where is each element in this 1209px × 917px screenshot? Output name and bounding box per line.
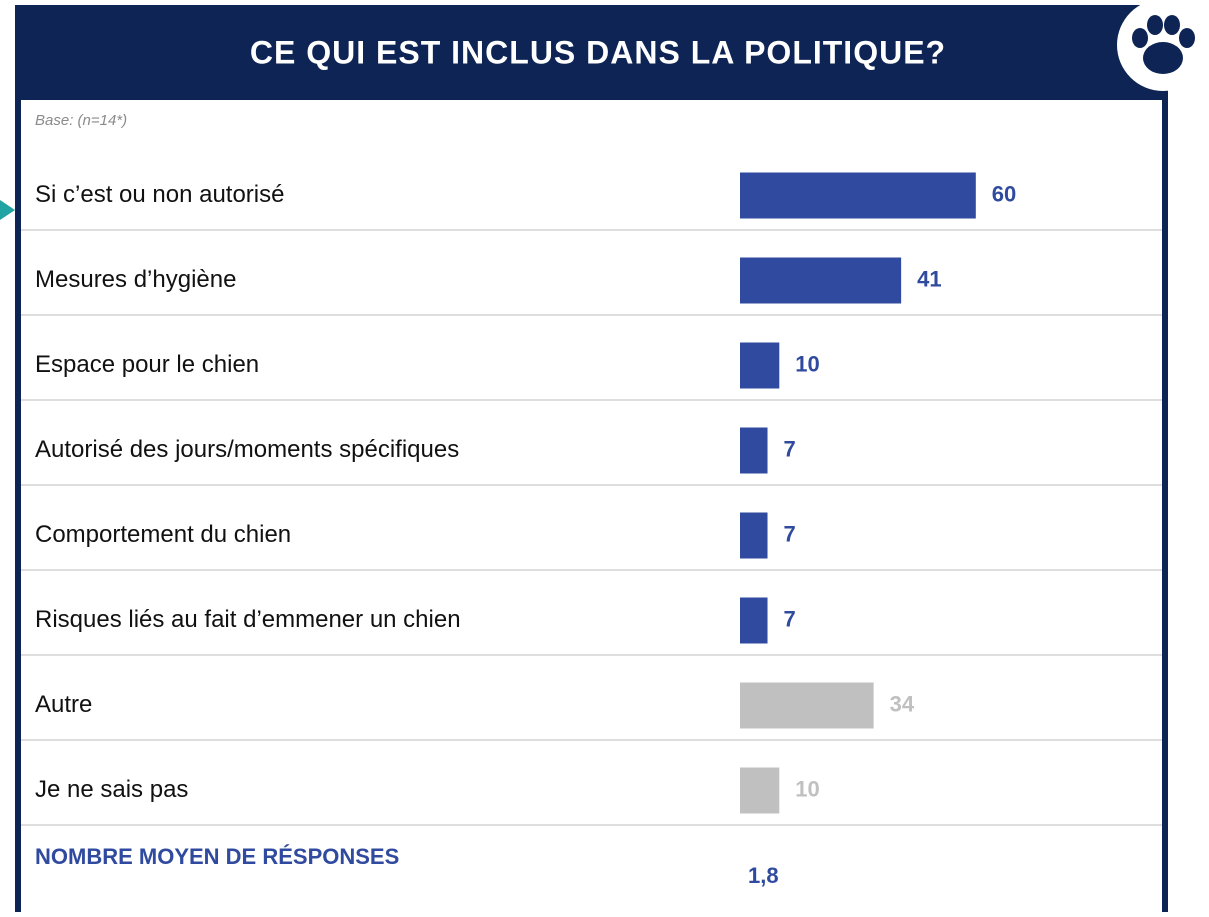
bar bbox=[740, 597, 768, 644]
value-label: 34 bbox=[890, 691, 915, 716]
bar bbox=[740, 512, 768, 559]
category-label: Mesures d’hygiène bbox=[35, 266, 236, 293]
pointer-arrow bbox=[0, 200, 15, 220]
category-label: Je ne sais pas bbox=[35, 776, 188, 803]
category-label: Si c’est ou non autorisé bbox=[35, 181, 284, 208]
paw-icon bbox=[1117, 0, 1209, 91]
subtitle: Base: (n=14*) bbox=[35, 112, 127, 129]
bar bbox=[740, 257, 902, 304]
value-label: 7 bbox=[784, 436, 796, 461]
category-label: Comportement du chien bbox=[35, 521, 291, 548]
bar bbox=[740, 172, 976, 219]
value-label: 41 bbox=[917, 266, 941, 291]
value-label: 10 bbox=[795, 351, 819, 376]
category-label: Risques liés au fait d’emmener un chien bbox=[35, 606, 461, 633]
chart-title: CE QUI EST INCLUS DANS LA POLITIQUE? bbox=[250, 34, 946, 70]
category-label: Espace pour le chien bbox=[35, 351, 259, 378]
bar bbox=[740, 767, 780, 814]
category-label: Autorisé des jours/moments spécifiques bbox=[35, 436, 459, 463]
value-label: 60 bbox=[992, 181, 1016, 206]
value-label: 7 bbox=[784, 521, 796, 546]
bar bbox=[740, 427, 768, 474]
value-label: 10 bbox=[795, 776, 819, 801]
average-value: 1,8 bbox=[748, 863, 779, 888]
category-label: Autre bbox=[35, 691, 92, 718]
average-label: NOMBRE MOYEN DE RÉSPONSES bbox=[35, 844, 399, 869]
bar bbox=[740, 682, 874, 729]
value-label: 7 bbox=[784, 606, 796, 631]
bar bbox=[740, 342, 780, 389]
panel bbox=[21, 100, 1162, 917]
